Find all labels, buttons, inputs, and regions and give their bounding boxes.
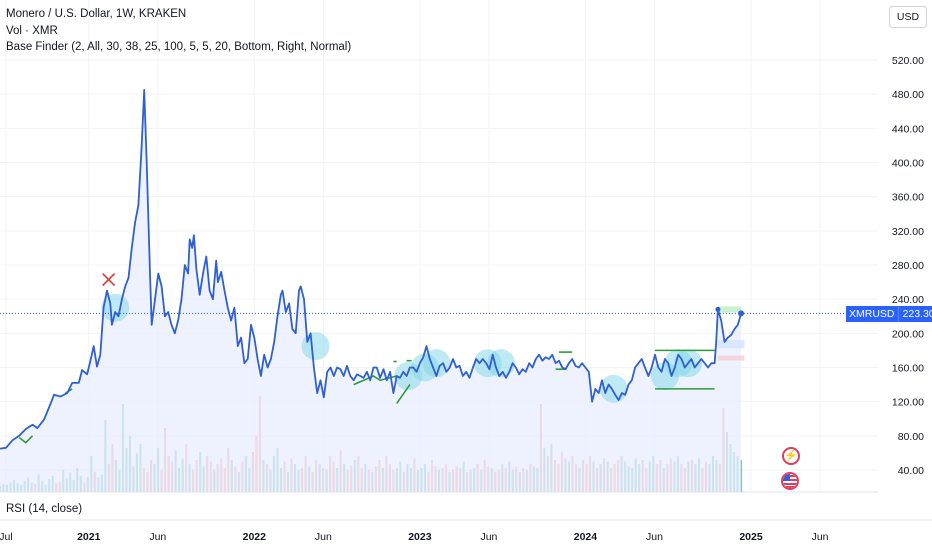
- x-tick-label: 2021: [77, 531, 101, 543]
- flag-graphic: [783, 474, 797, 488]
- x-tick-label: 2022: [243, 531, 267, 543]
- y-tick-label: 400.00: [892, 158, 924, 170]
- volume-legend[interactable]: Vol · XMR: [6, 25, 58, 37]
- x-tick-label: Jun: [646, 531, 663, 543]
- x-tick-label: Jun: [480, 531, 497, 543]
- x-tick-label: 2025: [739, 531, 763, 543]
- x-tick-label: Jun: [149, 531, 166, 543]
- y-tick-label: 440.00: [892, 123, 924, 135]
- x-tick-label: 2023: [408, 531, 432, 543]
- base-annotations: [0, 272, 878, 444]
- breakout-zone-pink: [717, 355, 745, 361]
- last-price-tag: XMRUSD 223.30: [846, 306, 932, 322]
- y-axis: 520.00 480.00 440.00 400.00 360.00 320.00 280.…: [892, 55, 924, 477]
- x-axis: Jul 2021 Jun 2022 Jun 2023 Jun 2024 Jun 2025 Jun: [0, 531, 829, 543]
- us-flag-icon[interactable]: [781, 472, 799, 490]
- breakout-zone-blue: [717, 340, 745, 349]
- y-tick-label: 280.00: [892, 260, 924, 272]
- last-point-marker: [738, 310, 745, 317]
- price-series-line: [0, 89, 742, 450]
- y-tick-label: 80.00: [898, 431, 924, 443]
- price-area-fill: [0, 89, 742, 493]
- cross-marker: [102, 272, 116, 287]
- x-tick-label: Jul: [0, 531, 13, 543]
- x-tick-label: Jun: [315, 531, 332, 543]
- price-tag-symbol: XMRUSD: [846, 306, 898, 322]
- indicator-legend[interactable]: Base Finder (2, All, 30, 38, 25, 100, 5,…: [6, 41, 352, 53]
- chart-title: Monero / U.S. Dollar, 1W, KRAKEN: [6, 8, 187, 20]
- currency-button[interactable]: USD: [889, 6, 927, 28]
- y-tick-label: 200.00: [892, 328, 924, 340]
- x-tick-label: 2024: [574, 531, 598, 543]
- base-marker-line: [396, 384, 411, 404]
- breakout-point-marker: [715, 306, 721, 312]
- y-tick-label: 320.00: [892, 226, 924, 238]
- rsi-legend[interactable]: RSI (14, close): [6, 503, 83, 515]
- lightning-icon[interactable]: ⚡: [782, 447, 800, 465]
- price-tag-value: 223.30: [897, 306, 932, 322]
- price-line: [0, 89, 745, 450]
- y-tick-label: 240.00: [892, 294, 924, 306]
- x-tick-label: Jun: [812, 531, 829, 543]
- y-tick-label: 360.00: [892, 192, 924, 204]
- y-tick-label: 480.00: [892, 89, 924, 101]
- y-tick-label: 160.00: [892, 363, 924, 375]
- y-tick-label: 120.00: [892, 397, 924, 409]
- price-area: [0, 89, 742, 493]
- breakout-zone: [717, 306, 742, 313]
- y-tick-label: 40.00: [898, 465, 924, 477]
- base-circle: [301, 332, 330, 361]
- base-marker-line: [18, 435, 34, 444]
- y-tick-label: 520.00: [892, 55, 924, 67]
